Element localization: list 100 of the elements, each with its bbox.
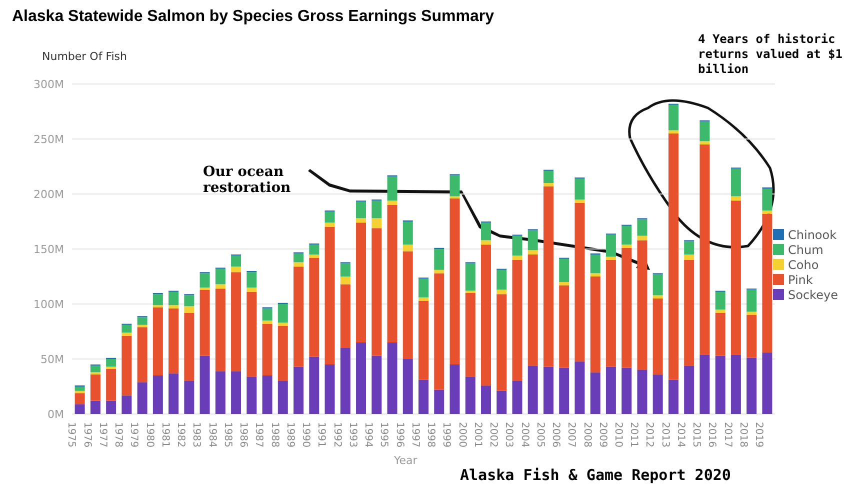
bar — [200, 273, 210, 288]
bar — [278, 326, 288, 381]
bar — [715, 312, 726, 356]
bar — [652, 374, 663, 414]
legend-label: Sockeye — [788, 288, 838, 302]
bar — [122, 336, 132, 396]
bar — [278, 322, 288, 326]
bar — [152, 307, 163, 376]
bar — [74, 404, 85, 414]
bar — [74, 390, 85, 394]
text: Alaska Fish & Game Report 2020 — [460, 466, 732, 484]
bar — [528, 254, 538, 366]
bar — [215, 284, 226, 289]
x-tick-label: 2007 — [566, 422, 577, 448]
bar — [106, 400, 116, 414]
y-tick-label: 100M — [34, 298, 64, 311]
x-tick-label: 1993 — [346, 422, 358, 448]
bar — [528, 250, 538, 254]
bar — [434, 270, 444, 274]
bar — [668, 134, 678, 380]
bar — [559, 282, 570, 286]
bar — [715, 292, 726, 310]
bar — [762, 188, 772, 210]
bar — [512, 236, 522, 256]
x-tick-label: 1991 — [316, 422, 327, 448]
x-tick-label: 1977 — [96, 422, 108, 448]
bar — [137, 317, 148, 325]
bar — [559, 258, 570, 282]
bar — [309, 258, 320, 357]
bar — [543, 183, 554, 186]
x-tick-label: 2014 — [674, 422, 686, 448]
bar — [622, 226, 632, 245]
bar — [278, 304, 288, 323]
bar — [278, 381, 288, 414]
bar — [372, 218, 382, 228]
bar — [106, 368, 116, 401]
bar — [700, 354, 710, 414]
bar — [480, 240, 491, 245]
bar — [262, 324, 272, 376]
bar — [200, 356, 210, 414]
x-tick-label: 2012 — [644, 422, 655, 448]
y-axis-title: Number Of Fish — [42, 50, 127, 63]
bar — [715, 356, 726, 414]
bar — [74, 386, 85, 391]
bar — [668, 380, 678, 414]
x-tick-label: 1982 — [175, 422, 186, 448]
x-tick-label: 1987 — [253, 422, 264, 448]
bar — [574, 361, 585, 414]
legend-label: Chinook — [788, 228, 837, 242]
bar — [356, 222, 366, 342]
bar — [215, 268, 226, 284]
x-tick-label: 2009 — [596, 422, 608, 448]
bar — [622, 248, 632, 368]
bar — [637, 236, 648, 240]
bar — [231, 256, 242, 267]
bar — [122, 332, 132, 336]
legend-label: Pink — [788, 272, 813, 286]
bar — [402, 244, 413, 252]
bar — [137, 382, 148, 414]
bar — [372, 356, 382, 414]
bar — [184, 312, 194, 381]
bar — [668, 130, 678, 134]
bar — [496, 270, 507, 290]
x-tick-label: 2003 — [503, 422, 514, 448]
bar — [262, 376, 272, 414]
bar — [715, 310, 726, 313]
bar — [90, 374, 100, 401]
bar — [402, 222, 413, 245]
bar — [434, 273, 444, 390]
bar — [137, 324, 148, 328]
x-tick-label: 2001 — [472, 422, 483, 448]
x-tick-label: 1983 — [190, 422, 202, 448]
bar — [746, 358, 757, 414]
x-tick-label: 1990 — [300, 422, 312, 448]
bar — [215, 371, 226, 414]
bar — [590, 273, 600, 276]
x-tick-label: 1992 — [331, 422, 342, 448]
bar — [309, 356, 320, 414]
bar — [246, 292, 257, 377]
annotation: Our ocean restoration — [203, 164, 292, 196]
bar — [200, 290, 210, 356]
bar — [372, 228, 382, 356]
x-tick-label: 2000 — [456, 422, 468, 448]
bar — [684, 241, 694, 254]
x-tick-label: 1994 — [362, 422, 374, 448]
bar — [356, 218, 366, 223]
bar — [262, 308, 272, 320]
bar — [387, 200, 398, 205]
x-tick-label: 2005 — [534, 422, 546, 448]
bar — [574, 202, 585, 362]
x-tick-label: 2018 — [737, 422, 748, 448]
bar — [606, 256, 616, 260]
bar — [496, 294, 507, 391]
bar — [590, 254, 600, 274]
bar — [637, 219, 648, 236]
bar — [622, 368, 632, 414]
bar — [652, 298, 663, 374]
bar — [418, 380, 428, 414]
bar — [684, 254, 694, 260]
bar — [340, 284, 350, 348]
